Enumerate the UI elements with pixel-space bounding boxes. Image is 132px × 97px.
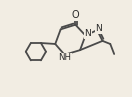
Text: N: N (84, 29, 91, 39)
Text: NH: NH (58, 53, 71, 62)
Text: O: O (72, 10, 79, 20)
Text: N: N (95, 24, 102, 33)
